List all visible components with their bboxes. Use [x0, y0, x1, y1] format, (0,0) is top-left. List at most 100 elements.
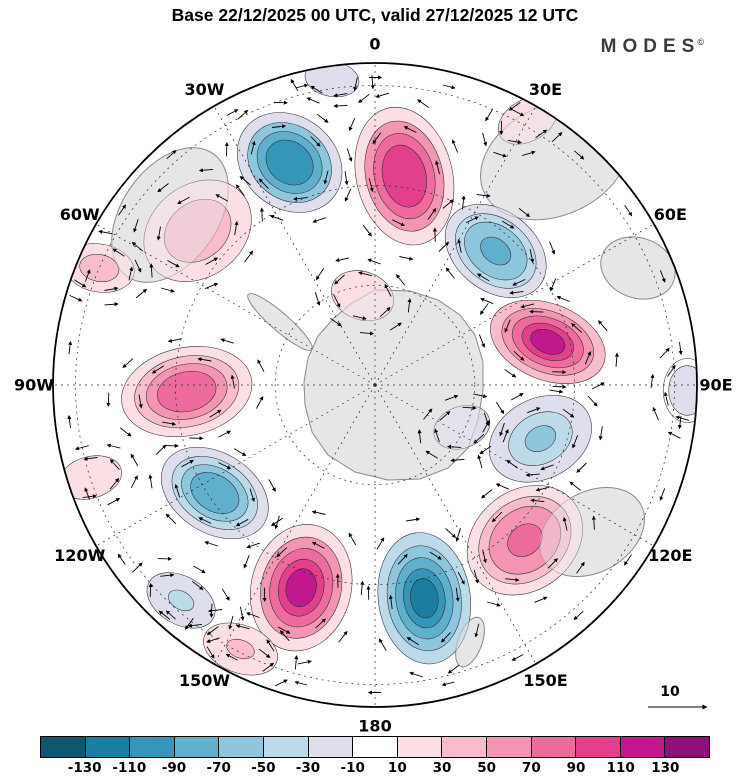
wind-arrow	[276, 547, 288, 558]
wind-arrow	[155, 444, 167, 455]
wind-arrow	[82, 494, 97, 499]
wind-arrow	[529, 249, 535, 264]
wind-arrow	[333, 294, 341, 308]
wind-arrow	[388, 594, 393, 609]
wind-arrow	[258, 648, 271, 658]
modes-logo: MODES©	[601, 36, 704, 58]
wind-arrow	[335, 257, 350, 263]
wind-arrow	[521, 150, 536, 157]
wind-arrow	[397, 553, 408, 565]
wind-arrow	[378, 638, 387, 651]
colorbar-segment	[576, 737, 621, 757]
graticule	[53, 63, 697, 707]
wind-arrow	[551, 132, 563, 143]
wind-arrow	[160, 573, 175, 578]
wind-arrow	[104, 302, 119, 307]
colorbar	[40, 736, 710, 758]
wind-arrow	[234, 220, 239, 236]
wind-arrow	[375, 92, 390, 98]
wind-arrow	[423, 408, 433, 420]
reference-vector-label: 10	[660, 684, 680, 700]
contour-shell	[480, 236, 512, 266]
wind-arrow	[344, 171, 349, 186]
latitude-circle	[274, 284, 476, 486]
wind-arrow	[268, 479, 276, 492]
wind-arrow	[204, 282, 219, 290]
wind-arrow	[273, 100, 288, 105]
wind-arrow	[534, 596, 548, 603]
wind-arrow	[266, 639, 275, 652]
wind-arrow	[310, 85, 323, 94]
wind-arrow	[547, 558, 558, 569]
wind-arrow	[315, 618, 327, 629]
wind-arrow	[310, 136, 321, 147]
wind-arrow	[206, 646, 215, 659]
wind-arrow	[465, 216, 480, 224]
wind-arrow	[128, 266, 134, 281]
wind-arrow	[295, 83, 309, 89]
wind-arrow	[572, 435, 579, 449]
contour-shell	[331, 270, 394, 322]
wind-arrow	[447, 664, 460, 674]
wind-arrow	[165, 513, 177, 525]
wind-arrow	[157, 183, 169, 193]
colorbar-segment	[442, 737, 487, 757]
wind-arrow	[209, 409, 222, 418]
contour-shell	[226, 638, 255, 660]
wind-arrow	[230, 374, 235, 389]
wind-arrow	[166, 149, 177, 160]
wind-arrow	[162, 421, 177, 426]
wind-arrow	[348, 532, 357, 546]
wind-vectors	[67, 75, 690, 695]
anomaly-lobe	[203, 622, 278, 676]
wind-arrow	[624, 205, 633, 217]
longitude-label: 60E	[654, 205, 687, 224]
wind-arrow	[511, 654, 524, 661]
wind-arrow	[205, 257, 219, 265]
wind-arrow	[198, 168, 214, 173]
longitude-label: 90E	[699, 376, 732, 395]
wind-arrow	[225, 653, 238, 661]
wind-arrow	[130, 453, 139, 467]
anomaly-lobe	[466, 485, 583, 596]
wind-arrow	[207, 608, 223, 613]
wind-arrow	[376, 537, 385, 550]
wind-arrow	[525, 472, 540, 477]
wind-arrow	[74, 279, 87, 288]
wind-arrow	[368, 178, 374, 193]
wind-arrow	[68, 340, 73, 354]
wind-arrow	[473, 433, 485, 444]
wind-arrow	[67, 414, 72, 429]
wind-arrow	[392, 219, 406, 227]
wind-arrow	[311, 510, 326, 515]
wind-arrow	[334, 274, 346, 285]
wind-arrow	[293, 196, 308, 201]
wind-arrow	[256, 396, 264, 409]
wind-arrow	[237, 109, 249, 120]
wind-arrow	[491, 511, 503, 523]
wind-arrow	[353, 77, 358, 92]
colorbar-tick-label: -90	[161, 760, 187, 776]
wind-arrow	[476, 273, 490, 282]
wind-arrow	[457, 571, 465, 585]
wind-arrow	[434, 428, 440, 443]
land-mass	[539, 486, 645, 578]
wind-arrow	[120, 427, 132, 437]
wind-arrow	[444, 394, 459, 401]
wind-arrow	[134, 259, 142, 273]
wind-arrow	[187, 623, 202, 628]
wind-arrow	[487, 601, 501, 607]
wind-arrow	[106, 392, 111, 407]
wind-arrow	[330, 317, 342, 327]
wind-arrow	[271, 124, 287, 129]
colorbar-segment	[174, 737, 220, 757]
wind-arrow	[69, 294, 83, 302]
anomaly-lobe	[354, 106, 455, 246]
wind-arrow	[455, 527, 461, 542]
wind-arrow	[74, 445, 89, 451]
colorbar-segment	[85, 737, 131, 757]
colorbar-segment	[41, 737, 86, 757]
modes-logo-text: MODES	[600, 36, 701, 57]
wind-arrow	[277, 626, 291, 634]
colorbar-segment	[308, 737, 354, 757]
